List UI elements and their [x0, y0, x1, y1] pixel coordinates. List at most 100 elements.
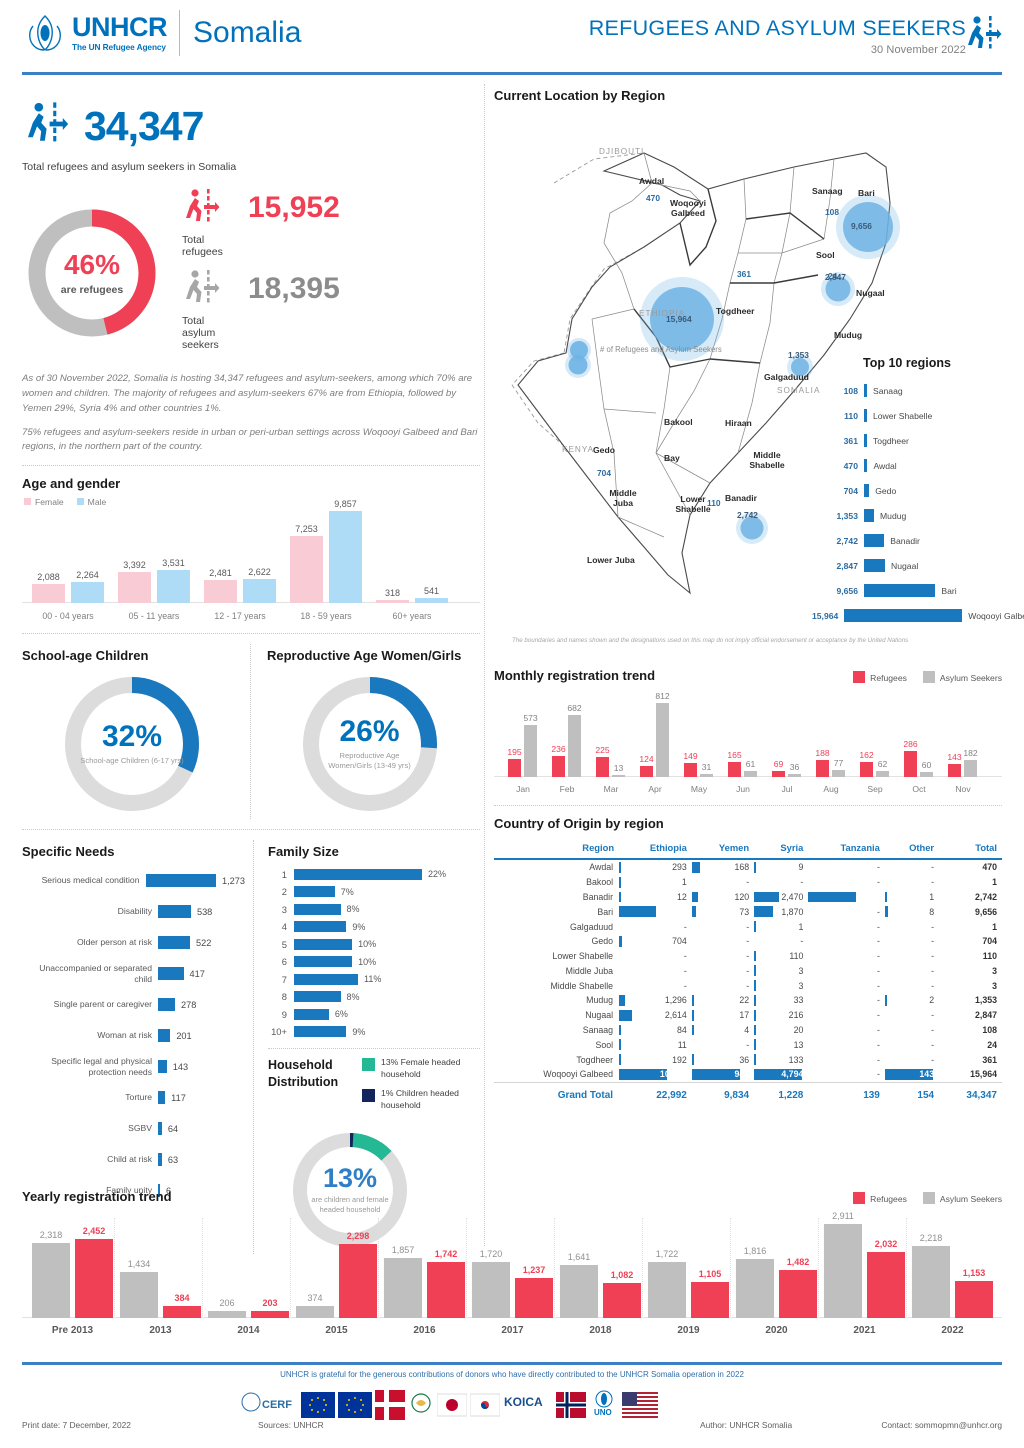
year-bar-value: 2,911 — [832, 1211, 854, 1221]
origin-cell-bar — [691, 862, 701, 873]
origin-cell-bar — [619, 876, 622, 888]
header-title-block: REFUGEES AND ASYLUM SEEKERS 30 November … — [589, 16, 966, 56]
top10-bar — [844, 609, 963, 622]
year-separator — [202, 1218, 203, 1318]
sources-label: Sources: UNHCR — [258, 1420, 324, 1430]
origin-cell-value: - — [683, 951, 687, 962]
year-bar-refugees: 1,237 — [515, 1265, 553, 1318]
origin-cell: 2 — [884, 993, 939, 1008]
yearly-trend-title: Yearly registration trend — [22, 1189, 172, 1204]
monthly-trend-title: Monthly registration trend — [494, 668, 656, 683]
origin-cell-bar — [754, 906, 773, 918]
origin-cell-value: - — [931, 980, 935, 991]
top10-row: 704 Gedo — [812, 478, 1002, 503]
origin-cell-value: - — [931, 1010, 935, 1021]
year-bar-value: 2,298 — [346, 1230, 370, 1241]
month-bar-asylum: 573 — [523, 713, 538, 777]
origin-cell: 110 — [754, 949, 808, 964]
map-value-sanaag: 108 — [825, 207, 839, 217]
specific-need-row: Unaccompanied or separated child 417 — [22, 958, 245, 989]
year-bar-asylum: 1,641 — [560, 1252, 598, 1318]
origin-cell: 73 — [691, 904, 754, 919]
origin-cell-value: 139 — [865, 891, 880, 902]
origin-cell-value: - — [746, 965, 750, 976]
origin-table-footer: Grand Total 22,992 9,834 1,228 139 154 34,347 — [494, 1082, 1002, 1103]
year-separator — [642, 1218, 643, 1318]
map-region-awdal: Awdal — [639, 176, 665, 186]
page-title: REFUGEES AND ASYLUM SEEKERS — [588, 16, 966, 40]
family-size-value: 11% — [364, 974, 382, 985]
age-bar-male: 2,264 — [71, 570, 104, 604]
origin-cell-value: - — [931, 965, 935, 976]
ksrelief-logo-icon — [411, 1393, 431, 1413]
origin-cell-bar — [884, 1068, 933, 1080]
origin-row-total: 110 — [982, 951, 997, 962]
origin-cell: 947 — [691, 1067, 754, 1082]
month-group: 165 61 — [727, 703, 757, 777]
origin-cell-bar — [754, 921, 757, 932]
month-bar-refugees: 124 — [639, 754, 654, 777]
family-size-row: 9 6% — [268, 1005, 480, 1023]
origin-cell: - — [692, 978, 754, 993]
table-row: Middle Juba - - 3 - - 3 — [494, 963, 1002, 978]
map-label-somalia: SOMALIA — [777, 386, 821, 395]
year-label: 2014 — [237, 1325, 260, 1336]
year-bar-value: 1,434 — [127, 1258, 151, 1269]
origin-cell-bar — [691, 1054, 694, 1065]
month-label: Aug — [823, 784, 839, 794]
origin-cell-value: 2 — [929, 995, 935, 1006]
korea-flag-icon — [470, 1393, 500, 1417]
top10-row: 361 Togdheer — [812, 428, 1002, 453]
month-bar-refugees: 195 — [507, 747, 522, 777]
map-region-nugaal: Nugaal — [856, 288, 885, 298]
month-group: 162 62 — [859, 703, 889, 777]
month-bar-asylum: 682 — [567, 703, 582, 777]
origin-cell: 139 — [808, 890, 885, 905]
year-label: 2016 — [413, 1325, 436, 1336]
origin-cell-bar — [754, 965, 757, 977]
specific-need-row: Single parent or caregiver 278 — [22, 989, 245, 1020]
top10-value: 15,964 — [812, 610, 839, 621]
year-group: 206 203 — [208, 1224, 289, 1318]
month-label: Feb — [559, 784, 575, 794]
specific-need-value: 1,273 — [222, 875, 245, 886]
col-region: Region — [582, 842, 615, 853]
month-group: 149 31 — [683, 703, 713, 777]
month-bar-value: 124 — [639, 753, 654, 764]
year-bar-value: 384 — [174, 1292, 190, 1303]
narrative-paragraph-1: As of 30 November 2022, Somalia is hosti… — [22, 373, 473, 414]
origin-cell: - — [692, 919, 754, 934]
family-size-title: Family Size — [268, 844, 339, 860]
origin-cell-value: - — [931, 862, 935, 873]
grand-total-cell: 154 — [917, 1089, 935, 1101]
reproductive-age-percent: 26% — [339, 715, 400, 749]
age-gender-chart: 2,088 2,264 00 - 04 years 3,392 3,531 05 - 11… — [22, 499, 480, 623]
specific-need-row: Woman at risk 201 — [22, 1020, 245, 1051]
eu-flag-icon — [301, 1392, 335, 1418]
origin-cell-value: - — [876, 1039, 880, 1050]
family-size-bar — [294, 868, 422, 880]
table-row: Togdheer 192 36 133 - - 361 — [494, 1052, 1002, 1067]
origin-cell-value: - — [876, 921, 880, 932]
origin-region-name: Gedo — [591, 936, 614, 947]
month-label: Oct — [912, 784, 926, 794]
family-size-value: 9% — [352, 1026, 366, 1037]
map-region-lower-juba: Lower Juba — [587, 555, 635, 565]
family-size-label: 7 — [281, 973, 287, 985]
origin-cell: - — [692, 934, 754, 949]
origin-cell-bar — [884, 891, 887, 903]
specific-needs-title: Specific Needs — [22, 844, 115, 860]
origin-cell-value: - — [876, 995, 880, 1006]
year-bar-refugees: 1,105 — [691, 1269, 729, 1318]
year-bar-refugees: 2,298 — [339, 1231, 377, 1318]
map-region-togdheer: Togdheer — [716, 306, 755, 316]
origin-cell-value: - — [931, 1024, 935, 1035]
month-bar-asylum: 36 — [788, 762, 801, 777]
age-bar-female: 2,088 — [32, 572, 65, 604]
year-bar-value: 2,318 — [39, 1230, 63, 1241]
origin-cell-value: 84 — [677, 1024, 687, 1035]
origin-cell-bar — [619, 862, 622, 873]
origin-cell-value: - — [931, 877, 935, 888]
origin-cell: - — [808, 904, 885, 919]
